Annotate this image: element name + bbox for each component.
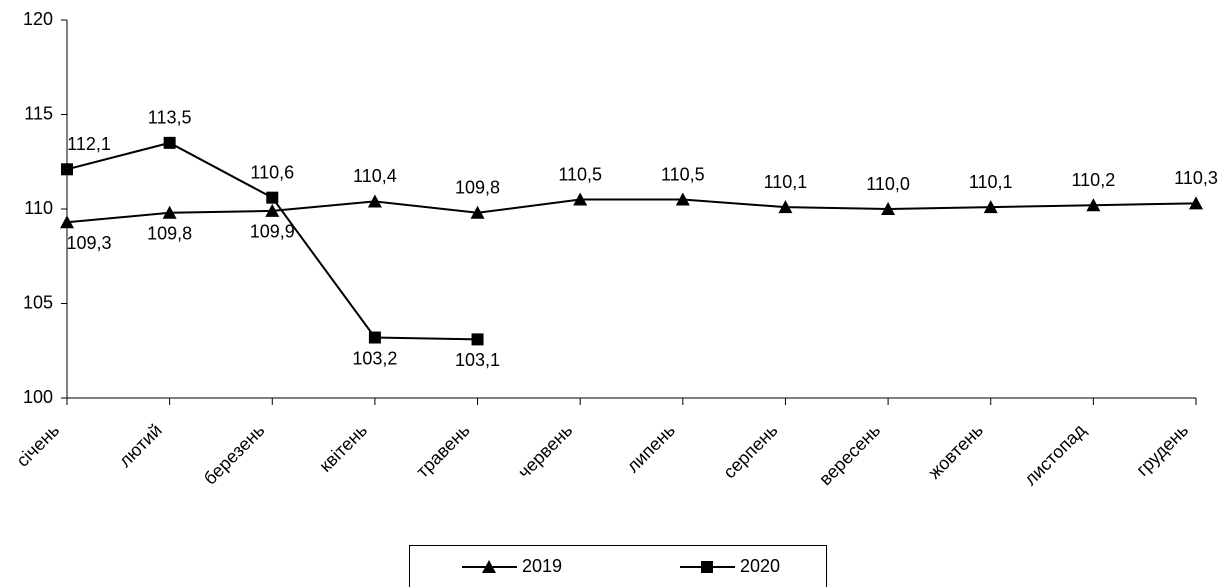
point — [470, 205, 485, 219]
data-label: 109,9 — [250, 222, 295, 242]
point — [162, 205, 177, 219]
point — [983, 200, 998, 214]
data-label: 110,3 — [1174, 168, 1218, 188]
point — [675, 192, 690, 206]
data-label: 110,0 — [866, 174, 910, 194]
x-tick-label: грудень — [1132, 420, 1192, 480]
data-label: 113,5 — [148, 108, 192, 128]
y-tick-label: 110 — [24, 198, 53, 218]
data-label: 112,1 — [67, 134, 111, 154]
point — [1189, 196, 1203, 210]
point — [881, 202, 896, 215]
data-label: 110,4 — [353, 166, 397, 186]
x-tick-label: листопад — [1020, 420, 1090, 490]
legend-label: 2019 — [522, 556, 562, 576]
data-label: 110,6 — [250, 162, 294, 182]
point — [368, 331, 381, 344]
point — [701, 561, 713, 573]
point — [163, 136, 176, 149]
point — [60, 215, 74, 229]
data-label: 110,2 — [1072, 170, 1116, 190]
data-label: 110,1 — [969, 172, 1013, 192]
y-tick-label: 115 — [24, 103, 53, 123]
point — [265, 203, 280, 217]
x-tick-label: липень — [623, 420, 679, 476]
x-tick-label: червень — [514, 420, 576, 482]
point — [367, 194, 382, 208]
data-label: 103,2 — [352, 348, 397, 368]
point — [778, 200, 793, 214]
data-label: 109,3 — [66, 233, 111, 253]
point — [482, 560, 496, 573]
x-tick-label: травень — [412, 420, 473, 481]
point — [573, 192, 588, 206]
y-tick-label: 100 — [23, 387, 53, 407]
y-tick-label: 120 — [23, 9, 53, 29]
point — [1086, 198, 1101, 212]
data-label: 110,1 — [764, 172, 808, 192]
x-tick-label: вересень — [815, 420, 884, 489]
x-tick-label: січень — [12, 420, 63, 471]
series-line — [66, 198, 1197, 224]
point — [266, 191, 279, 204]
x-tick-label: серпень — [719, 420, 781, 482]
data-label: 109,8 — [147, 224, 192, 244]
x-tick-label: жовтень — [924, 420, 987, 483]
point — [471, 333, 484, 346]
x-tick-label: лютий — [115, 420, 166, 471]
data-label: 110,5 — [558, 164, 602, 184]
point — [61, 163, 73, 176]
data-label: 109,8 — [455, 178, 500, 198]
x-tick-label: березень — [200, 420, 269, 489]
x-tick-label: квітень — [315, 420, 371, 476]
y-tick-label: 105 — [23, 292, 53, 312]
legend-label: 2020 — [740, 556, 780, 576]
legend: 2019 2020 — [409, 545, 827, 587]
data-label: 110,5 — [661, 164, 705, 184]
data-label: 103,1 — [455, 350, 500, 370]
